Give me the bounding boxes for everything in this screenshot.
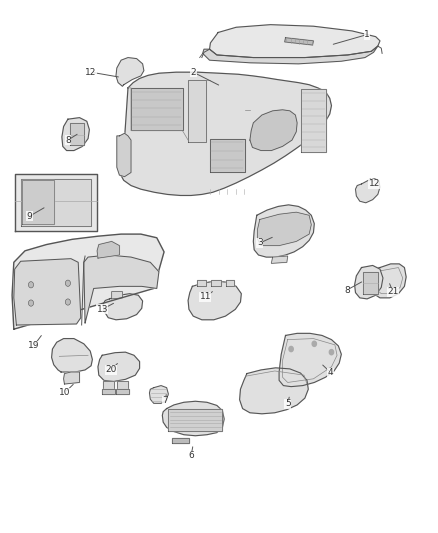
Text: 1: 1 (364, 30, 370, 39)
Polygon shape (188, 281, 241, 320)
Text: 11: 11 (200, 292, 211, 301)
Polygon shape (131, 88, 183, 130)
Polygon shape (226, 280, 234, 286)
Polygon shape (103, 382, 114, 389)
Polygon shape (84, 255, 159, 323)
Polygon shape (116, 389, 129, 394)
Polygon shape (279, 333, 341, 386)
Polygon shape (211, 280, 221, 286)
Polygon shape (97, 241, 120, 258)
Text: 20: 20 (105, 366, 117, 374)
Polygon shape (356, 179, 380, 203)
Text: 8: 8 (65, 135, 71, 144)
Circle shape (329, 350, 334, 355)
Text: 10: 10 (59, 389, 70, 398)
Polygon shape (14, 259, 81, 325)
Polygon shape (240, 368, 308, 414)
Polygon shape (149, 385, 168, 403)
Polygon shape (21, 179, 91, 226)
Polygon shape (172, 438, 189, 443)
Text: 5: 5 (285, 399, 290, 408)
Text: 19: 19 (28, 342, 39, 350)
Polygon shape (12, 234, 164, 329)
Polygon shape (369, 264, 406, 298)
Polygon shape (250, 110, 297, 150)
Polygon shape (15, 174, 97, 231)
Polygon shape (253, 205, 314, 257)
Circle shape (312, 341, 316, 346)
Text: 7: 7 (162, 396, 168, 405)
Polygon shape (203, 46, 378, 64)
Text: 12: 12 (85, 68, 97, 77)
Polygon shape (117, 133, 131, 176)
Text: 13: 13 (96, 305, 108, 314)
Text: 3: 3 (257, 238, 263, 247)
Polygon shape (102, 389, 115, 394)
Polygon shape (103, 294, 143, 320)
Text: 8: 8 (344, 286, 350, 295)
Polygon shape (209, 25, 380, 58)
Polygon shape (64, 372, 79, 384)
Circle shape (289, 346, 293, 352)
Polygon shape (300, 89, 326, 151)
Polygon shape (188, 79, 206, 142)
Polygon shape (197, 280, 206, 286)
Text: 2: 2 (191, 68, 196, 77)
Polygon shape (272, 256, 288, 263)
Polygon shape (162, 401, 224, 436)
Polygon shape (112, 292, 123, 299)
Polygon shape (98, 352, 140, 382)
Polygon shape (258, 212, 311, 246)
Text: 9: 9 (26, 212, 32, 221)
Polygon shape (116, 58, 144, 86)
Polygon shape (285, 38, 314, 45)
Text: 6: 6 (188, 451, 194, 460)
Circle shape (28, 300, 34, 306)
Polygon shape (209, 139, 245, 173)
Text: 21: 21 (387, 287, 399, 296)
Polygon shape (62, 118, 89, 150)
Polygon shape (70, 123, 84, 146)
Text: 12: 12 (369, 180, 380, 189)
Polygon shape (168, 409, 223, 431)
Polygon shape (118, 72, 332, 196)
Polygon shape (117, 382, 127, 389)
Text: 4: 4 (328, 368, 333, 377)
Circle shape (28, 281, 34, 288)
Polygon shape (22, 180, 54, 224)
Polygon shape (52, 338, 92, 372)
Polygon shape (363, 272, 378, 294)
Polygon shape (355, 265, 383, 299)
Circle shape (65, 299, 71, 305)
Circle shape (65, 280, 71, 286)
